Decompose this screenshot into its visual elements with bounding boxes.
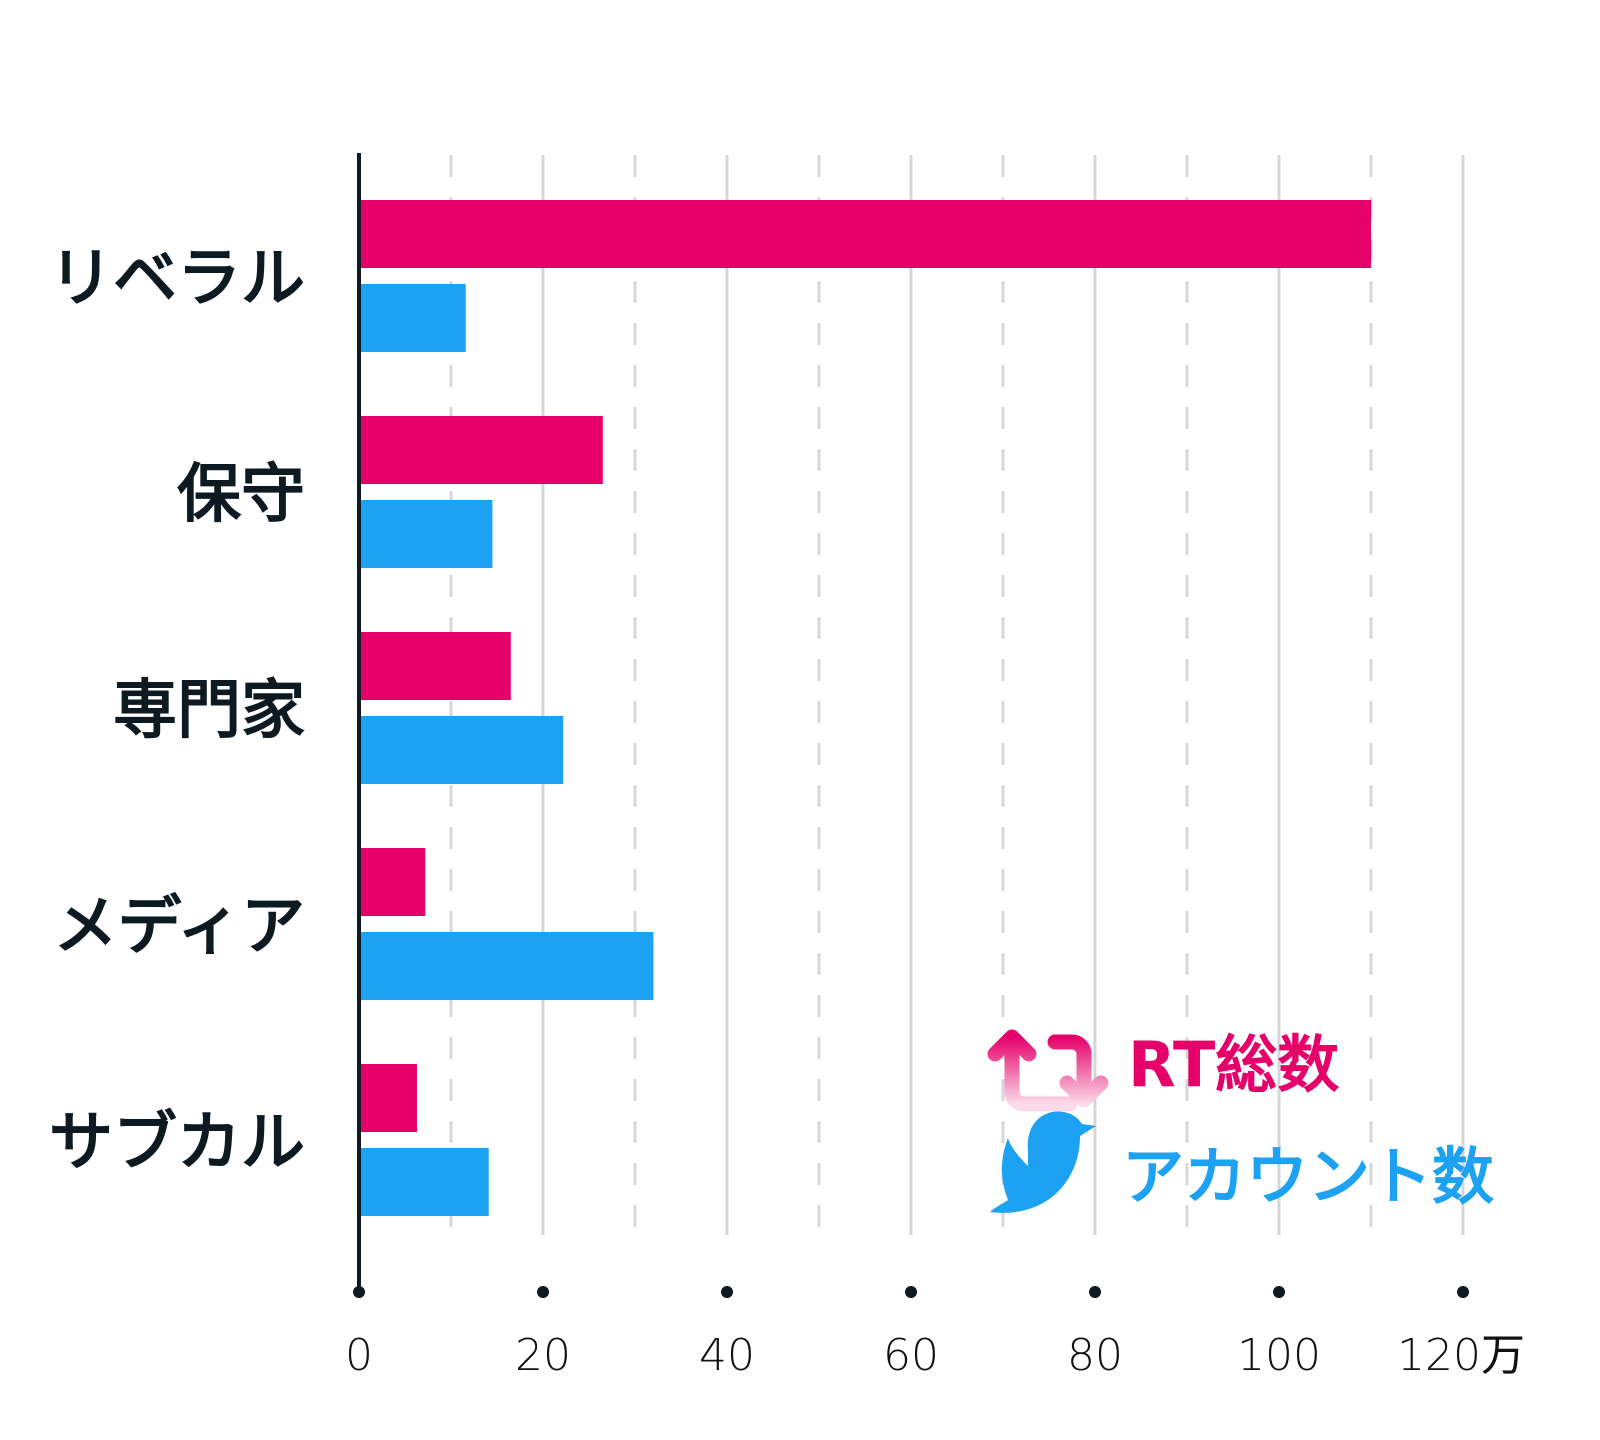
tick-dot xyxy=(1457,1286,1469,1298)
bar-accounts xyxy=(361,932,654,1000)
tick-label: 0 xyxy=(345,1330,373,1381)
legend: RT総数 アカウント数 xyxy=(987,1028,1494,1213)
tick-label: 120万 xyxy=(1397,1330,1525,1381)
bar-rt xyxy=(361,200,1371,268)
tick-label: 20 xyxy=(515,1330,571,1381)
bar-accounts xyxy=(361,284,466,352)
bar-rt xyxy=(361,848,426,916)
tick-dot xyxy=(537,1286,549,1298)
bar-accounts xyxy=(361,500,493,568)
twitter-bird-icon xyxy=(990,1111,1096,1213)
tick-label: 40 xyxy=(699,1330,755,1381)
bar-accounts xyxy=(361,716,564,784)
retweet-icon xyxy=(987,1029,1109,1112)
bar-rt xyxy=(361,1064,417,1132)
tick-label: 100 xyxy=(1237,1330,1321,1381)
bar-rt xyxy=(361,416,603,484)
legend-label-rt: RT総数 xyxy=(1128,1028,1339,1101)
tick-label: 80 xyxy=(1067,1330,1123,1381)
tick-dot xyxy=(353,1286,365,1298)
tick-dot xyxy=(905,1286,917,1298)
category-label: 保守 xyxy=(177,458,305,532)
category-label: サブカル xyxy=(49,1106,305,1180)
tick-dot xyxy=(1089,1286,1101,1298)
legend-label-accounts: アカウント数 xyxy=(1122,1140,1494,1213)
tick-dot xyxy=(721,1286,733,1298)
category-label: 専門家 xyxy=(113,674,305,748)
category-label: メディア xyxy=(53,890,305,964)
bar-accounts xyxy=(361,1148,489,1216)
tick-label: 60 xyxy=(883,1330,939,1381)
bar-rt xyxy=(361,632,511,700)
category-label: リベラル xyxy=(49,242,305,316)
tick-dot xyxy=(1273,1286,1285,1298)
